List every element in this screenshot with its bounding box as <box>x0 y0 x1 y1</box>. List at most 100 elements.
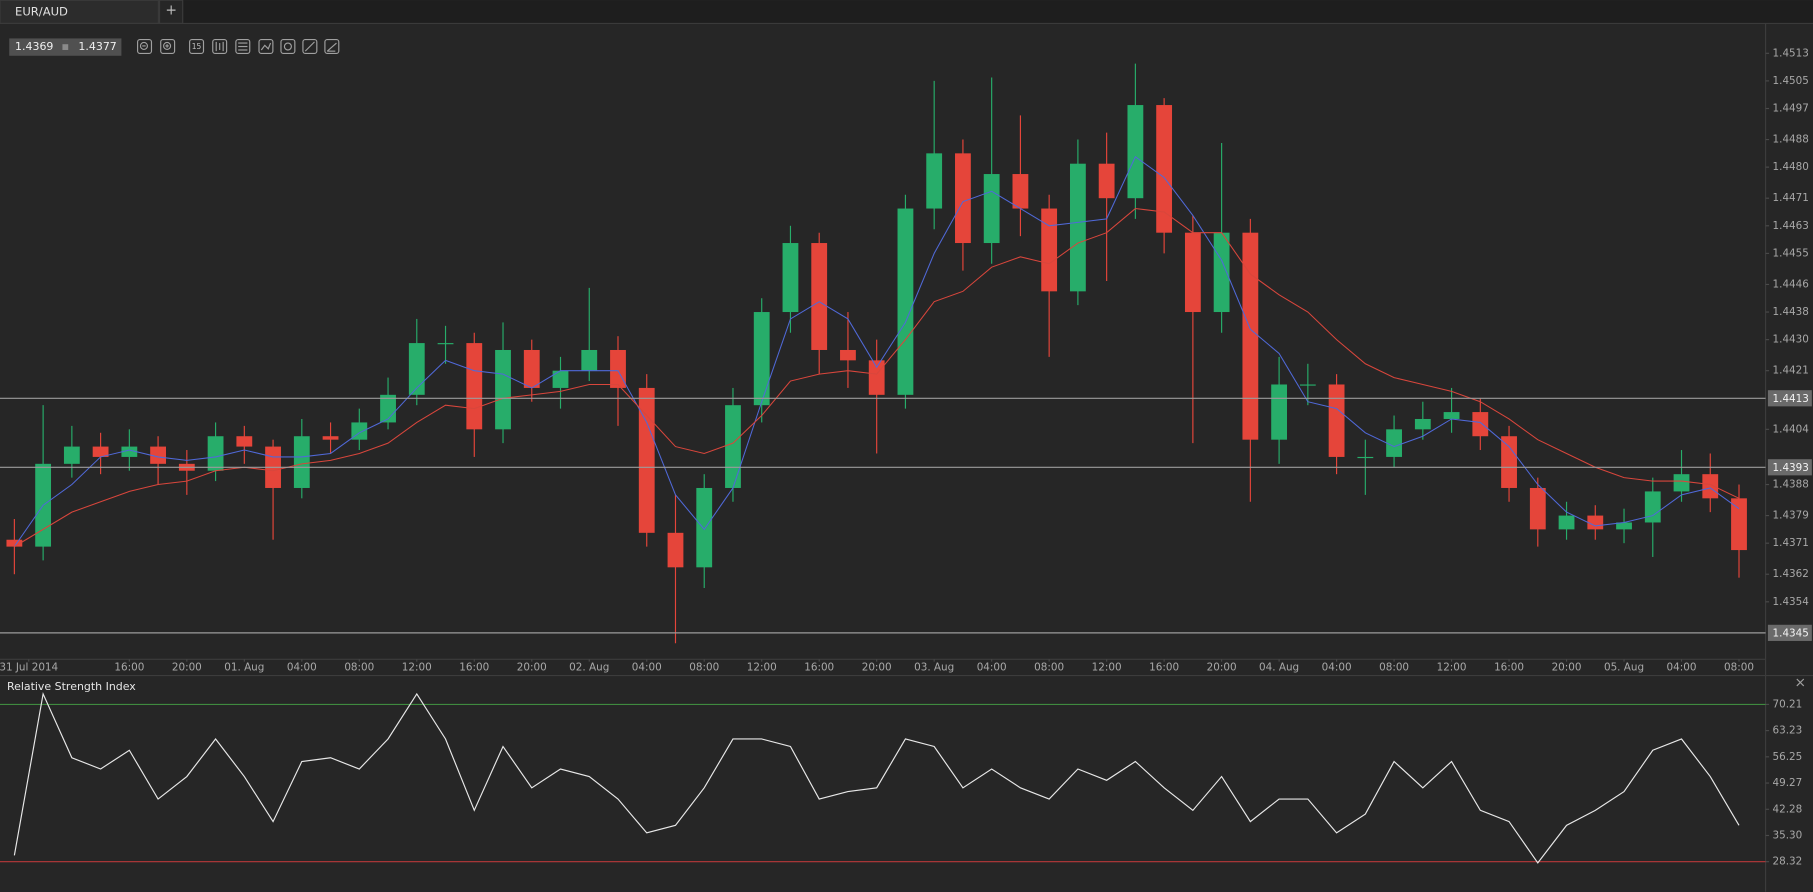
quote-separator <box>62 44 69 50</box>
candle-body <box>1673 474 1690 492</box>
new-tab-label: + <box>165 3 177 19</box>
x-tick-label: 16:00 <box>1494 661 1524 673</box>
candle-body <box>926 153 943 209</box>
candle-body <box>1098 163 1115 199</box>
template[interactable] <box>280 39 296 55</box>
x-tick-label: 20:00 <box>1552 661 1582 673</box>
candle-body <box>782 243 799 313</box>
tab-bar <box>0 0 1813 24</box>
x-tick-label: 31 Jul 2014 <box>0 661 59 673</box>
series-line <box>13 691 1740 864</box>
candle-body <box>1472 412 1489 437</box>
y-tick-label: 1.4455 <box>1773 247 1809 259</box>
x-tick-label: 12:00 <box>402 661 432 673</box>
candle-body <box>897 208 914 395</box>
x-tick-label: 08:00 <box>1034 661 1064 673</box>
x-tick-label: 12:00 <box>1092 661 1122 673</box>
y-tick-label: 1.4362 <box>1773 568 1809 580</box>
candle-body <box>63 446 80 464</box>
candle-body <box>955 153 971 244</box>
candle-body <box>380 394 396 423</box>
y-tick-label: 1.4388 <box>1773 479 1809 491</box>
x-tick-label: 05. Aug <box>1604 661 1644 673</box>
price-badge <box>1767 390 1812 407</box>
x-tick-label: 02. Aug <box>569 661 609 673</box>
y-tick-label: 1.4371 <box>1773 537 1809 549</box>
indicators[interactable] <box>235 39 251 55</box>
ask: 1.4377 <box>78 40 116 53</box>
x-tick-label: 16:00 <box>114 661 144 673</box>
candle-body <box>581 349 598 371</box>
y-tick-label: 1.4513 <box>1773 47 1809 59</box>
candle-body <box>638 387 655 533</box>
y-tick-label: 1.4421 <box>1773 365 1809 377</box>
y-tick-label: 1.4497 <box>1773 102 1809 114</box>
save-image[interactable] <box>258 39 274 55</box>
x-tick-label: 08:00 <box>1724 661 1754 673</box>
candle-body <box>1443 412 1460 419</box>
y-tick-label: 42.28 <box>1773 803 1803 815</box>
candle-body <box>868 360 885 395</box>
candle-body <box>610 349 626 388</box>
draw-tool[interactable] <box>302 39 318 55</box>
candle-body <box>840 349 856 361</box>
candle-body <box>495 349 511 430</box>
candle-body <box>523 349 540 388</box>
x-tick-label: 08:00 <box>344 661 374 673</box>
y-tick-label: 1.4463 <box>1773 220 1809 232</box>
candle-body <box>667 532 684 568</box>
candle-body <box>1069 163 1086 292</box>
candle-body <box>150 446 166 464</box>
candle-body <box>408 343 425 395</box>
timeframe[interactable] <box>189 39 205 55</box>
y-tick-label: 28.32 <box>1773 856 1803 868</box>
candle-body <box>983 174 1000 244</box>
y-tick-label: 1.4505 <box>1773 75 1809 87</box>
candle-body <box>725 405 741 488</box>
pen-tool[interactable] <box>324 39 340 55</box>
zoom-out[interactable] <box>137 39 153 55</box>
price-badge-label: 1.4345 <box>1773 627 1809 639</box>
chart-type[interactable] <box>212 39 228 55</box>
x-tick-label: 03. Aug <box>914 661 954 673</box>
y-tick-label: 56.25 <box>1773 751 1803 763</box>
x-tick-label: 04. Aug <box>1259 661 1299 673</box>
candle-body <box>1357 456 1374 459</box>
x-tick-label: 04:00 <box>977 661 1007 673</box>
rsi-close[interactable] <box>1796 678 1805 687</box>
candle-body <box>1242 232 1259 440</box>
candle-body <box>696 487 713 568</box>
candle-body <box>1127 105 1144 199</box>
candle-body <box>1271 384 1288 440</box>
price-badge <box>1767 624 1812 641</box>
x-tick-label: 20:00 <box>517 661 547 673</box>
series-line <box>13 156 1740 547</box>
candle-body <box>1616 522 1632 530</box>
candle-body <box>121 446 138 457</box>
price-badge-label: 1.4393 <box>1773 462 1809 474</box>
y-tick-label: 49.27 <box>1773 777 1803 789</box>
candle-body <box>1213 232 1230 313</box>
candle-body <box>1012 174 1029 209</box>
x-tick-label: 01. Aug <box>224 661 264 673</box>
candle-body <box>811 243 828 350</box>
zoom-in[interactable] <box>160 39 176 55</box>
tab-title: EUR/AUD <box>15 4 68 18</box>
y-tick-label: 1.4430 <box>1773 334 1809 346</box>
candle-body <box>293 436 310 488</box>
candle-body <box>207 436 224 471</box>
candle-body <box>1299 384 1316 386</box>
candle-body <box>466 343 483 430</box>
x-tick-label: 08:00 <box>689 661 719 673</box>
price-badge-label: 1.4413 <box>1773 393 1809 405</box>
y-tick-label: 1.4438 <box>1773 306 1809 318</box>
candle-body <box>1414 418 1431 430</box>
x-tick-label: 16:00 <box>804 661 834 673</box>
candle-body <box>552 370 569 388</box>
x-tick-label: 04:00 <box>287 661 317 673</box>
candle-body <box>1558 515 1575 530</box>
candle-body <box>1529 487 1546 530</box>
